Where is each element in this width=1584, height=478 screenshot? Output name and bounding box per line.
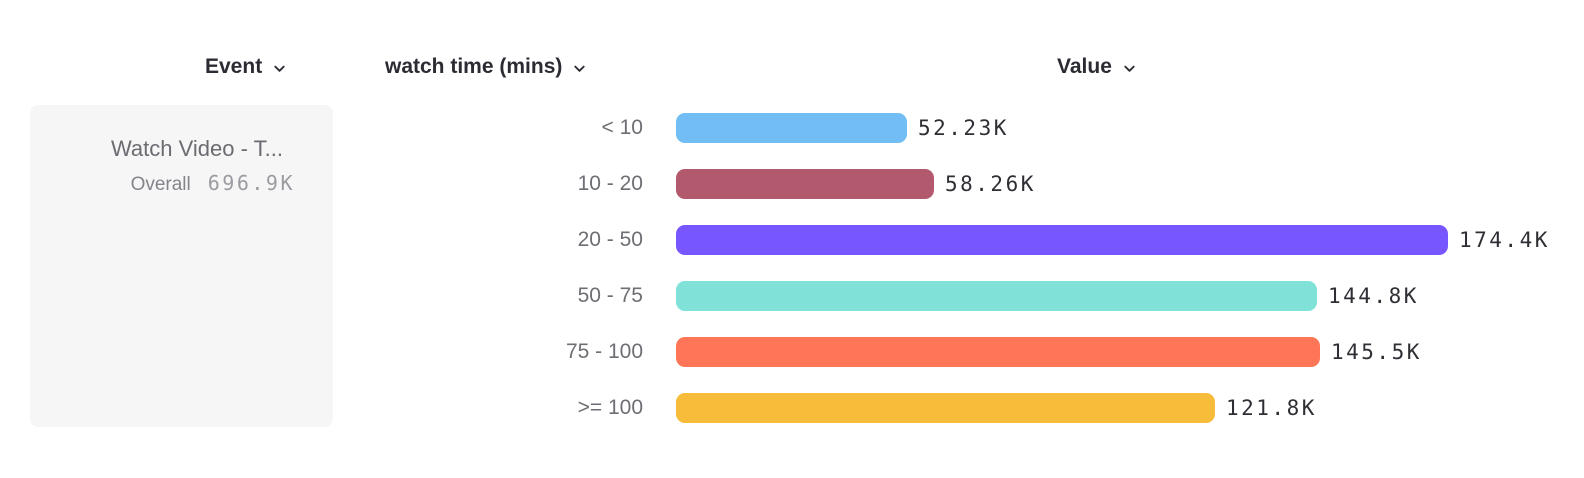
bar[interactable] — [676, 281, 1317, 311]
category-label: 75 - 100 — [565, 340, 643, 363]
value-label: 58.26K — [945, 172, 1036, 196]
chevron-down-icon — [572, 61, 587, 76]
value-label: 121.8K — [1226, 396, 1317, 420]
bar-row: >= 100 121.8K — [0, 380, 1584, 436]
event-name: Watch Video - T... — [110, 136, 283, 161]
value-label: 174.4K — [1459, 228, 1550, 252]
breakdown-column-header-label: watch time (mins) — [385, 55, 563, 78]
bar-row: < 10 52.23K — [0, 100, 1584, 156]
value-label: 144.8K — [1328, 284, 1419, 308]
bar-row: 50 - 75 144.8K — [0, 268, 1584, 324]
value-column-header[interactable]: Value — [1057, 54, 1137, 80]
event-column-header-label: Event — [205, 55, 263, 78]
overall-label: Overall — [130, 174, 191, 195]
value-column-header-label: Value — [1057, 55, 1112, 78]
bar-row: 10 - 20 58.26K — [0, 156, 1584, 212]
event-column-header[interactable]: Event — [205, 54, 287, 80]
bar-chart-rows: < 10 52.23K 10 - 20 58.26K 20 - 50 174.4K 50 -… — [0, 100, 1584, 436]
value-label: 52.23K — [918, 116, 1009, 140]
value-label: 145.5K — [1331, 340, 1422, 364]
category-label: 10 - 20 — [577, 172, 643, 195]
category-label: 20 - 50 — [577, 228, 643, 251]
chevron-down-icon — [272, 61, 287, 76]
event-card[interactable]: Watch Video - T... Overall 696.9K — [30, 105, 333, 427]
bar[interactable] — [676, 225, 1448, 255]
bar-row: 75 - 100 145.5K — [0, 324, 1584, 380]
bar[interactable] — [676, 393, 1215, 423]
chevron-down-icon — [1122, 61, 1137, 76]
bar[interactable] — [676, 169, 934, 199]
category-label: 50 - 75 — [577, 284, 643, 307]
category-label: >= 100 — [577, 396, 643, 419]
overall-row: Overall 696.9K — [30, 171, 333, 196]
breakdown-column-header[interactable]: watch time (mins) — [385, 54, 587, 80]
overall-value: 696.9K — [207, 171, 295, 195]
category-label: < 10 — [601, 116, 643, 139]
bar[interactable] — [676, 337, 1320, 367]
bar-row: 20 - 50 174.4K — [0, 212, 1584, 268]
bar[interactable] — [676, 113, 907, 143]
